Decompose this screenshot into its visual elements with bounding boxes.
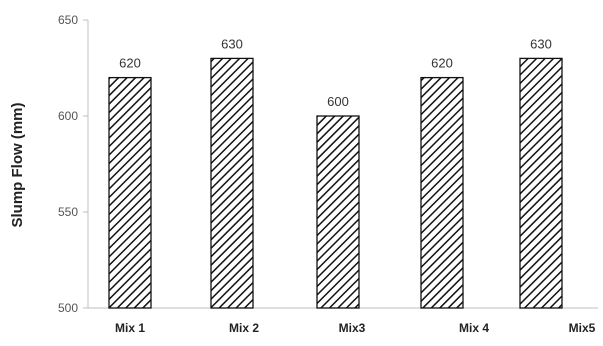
y-tick-label: 600 — [58, 109, 78, 123]
x-category-label-4: Mix 4 — [459, 321, 489, 335]
data-label-5: 630 — [530, 36, 552, 51]
x-category-label-2: Mix 2 — [229, 321, 259, 335]
data-label-1: 620 — [119, 56, 141, 71]
axes: 500 550 600 650 — [58, 13, 598, 315]
bar-2 — [210, 57, 254, 309]
labels: 620 Mix 1 630 Mix 2 600 Mix3 620 Mix 4 630 Mix5 — [115, 36, 596, 335]
data-label-3: 600 — [327, 94, 349, 109]
bar-1 — [108, 76, 152, 309]
x-category-label-3: Mix3 — [339, 321, 366, 335]
x-category-label-5: Mix5 — [569, 321, 596, 335]
y-tick-label: 650 — [58, 13, 78, 27]
bar-3 — [316, 115, 360, 309]
data-label-2: 630 — [221, 36, 243, 51]
y-axis-title: Slump Flow (mm) — [9, 103, 26, 228]
y-tick-label: 550 — [58, 205, 78, 219]
bar-5 — [519, 57, 563, 309]
y-tick-label: 500 — [58, 301, 78, 315]
data-label-4: 620 — [431, 56, 453, 71]
bars — [108, 57, 563, 309]
bar-4 — [420, 76, 464, 309]
x-category-label-1: Mix 1 — [115, 321, 145, 335]
